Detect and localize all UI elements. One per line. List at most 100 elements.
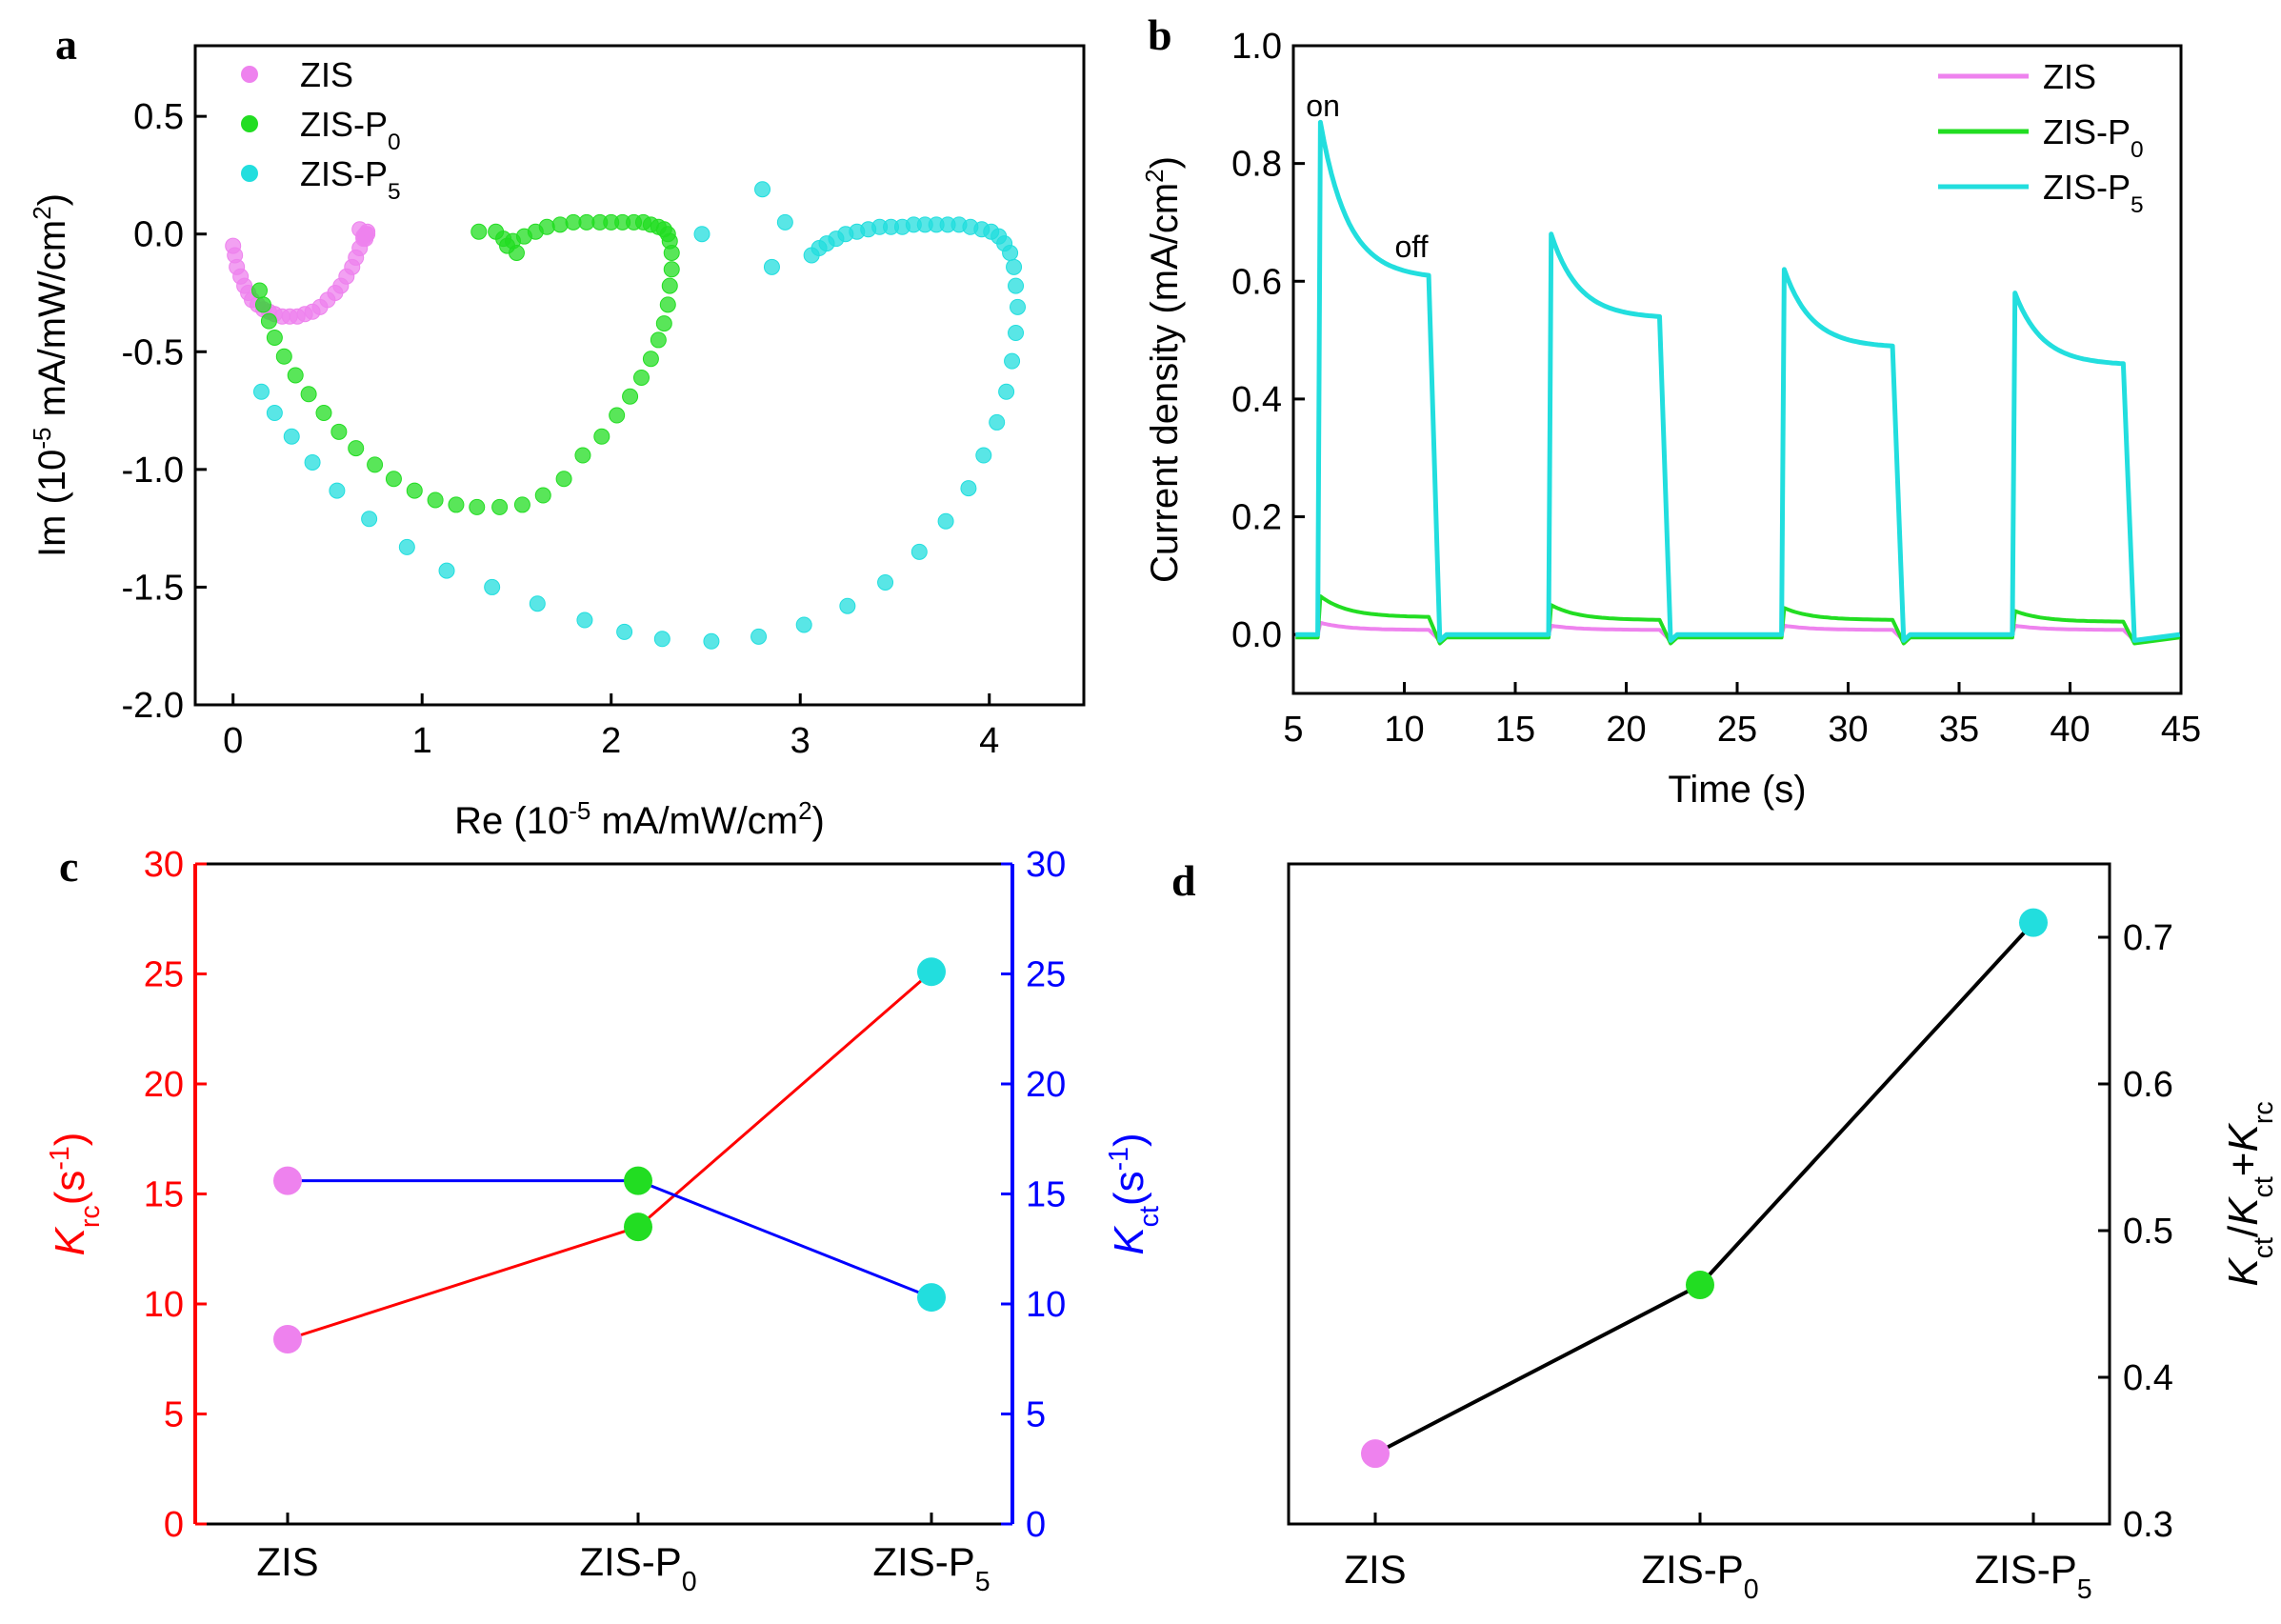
panel-b-x-axis-label: Time (s) — [1668, 769, 1806, 811]
panel-a-legend-label: ZIS-P5 — [300, 154, 401, 205]
panel-a-point-zis-p0 — [469, 498, 486, 515]
panel-b-ytick-label: 0.2 — [1231, 498, 1282, 538]
panel-c-ytick-label-left: 0 — [164, 1505, 184, 1545]
panel-d-category-label: ZIS — [1344, 1547, 1406, 1592]
panel-a-point-zis — [351, 221, 369, 238]
panel-c-ytick-label-right: 10 — [1026, 1285, 1066, 1325]
panel-b-y-axis-label: Current density (mA/cm2) — [1140, 156, 1186, 583]
panel-a-point-zis-p0 — [315, 405, 332, 422]
panel-d-ytick-label: 0.6 — [2123, 1065, 2173, 1105]
panel-a-point-zis-p5 — [438, 562, 455, 579]
panel-label-c: c — [59, 842, 78, 891]
panel-c-point-krc — [273, 1324, 302, 1353]
panel-a-point-zis-p5 — [703, 632, 720, 650]
panel-a-point-zis-p0 — [609, 407, 626, 424]
panel-c-point-krc — [624, 1213, 652, 1242]
panel-a-legend-marker — [241, 165, 258, 182]
panel-d-point — [1686, 1270, 1714, 1299]
panel-a-nyquist-plot: 0 1 2 3 4 -2.0 -1.5 -1.0 -0.5 0.0 0.5 Re (10-5 mA/m… — [28, 44, 1086, 842]
panel-a-point-zis-p5 — [989, 413, 1006, 431]
panel-a-point-zis-p0 — [650, 331, 667, 349]
panel-c-point-kct — [917, 1283, 946, 1313]
panel-a-point-zis-p0 — [250, 282, 268, 299]
panel-a-point-zis-p0 — [254, 296, 271, 313]
panel-b-ytick-label: 0.8 — [1231, 145, 1282, 185]
panel-a-point-zis-p5 — [1004, 352, 1021, 370]
panel-a-frame — [193, 44, 1086, 707]
panel-b-legend-label: ZIS-P5 — [2043, 168, 2144, 218]
panel-b-xtick-label: 20 — [1606, 710, 1646, 750]
panel-c-category-label: ZIS-P5 — [872, 1539, 990, 1597]
panel-c-point-kct — [624, 1166, 652, 1195]
panel-b-xtick-label: 15 — [1495, 710, 1535, 750]
panel-d-point — [1361, 1439, 1390, 1469]
panel-d-category-label: ZIS-P0 — [1641, 1547, 1758, 1605]
panel-a-point-zis-p0 — [491, 498, 509, 515]
panel-a-point-zis-p5 — [839, 597, 856, 614]
panel-a-point-zis-p0 — [287, 367, 304, 384]
panel-b-legend-label: ZIS-P0 — [2043, 112, 2144, 163]
panel-a-point-zis-p5 — [576, 612, 593, 629]
panel-a-xtick-label: 1 — [412, 721, 432, 761]
panel-d-point — [2019, 908, 2048, 937]
panel-a-point-zis-p5 — [975, 447, 992, 464]
panel-b-legend-label: ZIS — [2043, 57, 2096, 96]
panel-a-point-zis-p5 — [998, 383, 1015, 400]
panel-a-ytick-label: -2.0 — [122, 686, 184, 726]
panel-a-point-zis-p0 — [551, 216, 569, 233]
panel-a-point-zis-p0 — [275, 348, 292, 365]
panel-a-point-zis-p5 — [693, 226, 710, 243]
panel-a-xtick-label: 3 — [790, 721, 810, 761]
panel-a-xtick-label: 2 — [601, 721, 621, 761]
panel-a-point-zis-p0 — [470, 223, 488, 240]
panel-a-point-zis-p5 — [750, 628, 768, 645]
panel-a-point-zis-p0 — [574, 447, 591, 464]
panel-c-ytick-label-left: 30 — [144, 845, 184, 885]
panel-c-ytick-label-left: 10 — [144, 1285, 184, 1325]
panel-a-y-axis-label: Im (10-5 mA/mW/cm2) — [28, 193, 73, 557]
panel-a-ytick-label: 0.5 — [133, 97, 184, 137]
panel-a-point-zis-p0 — [266, 329, 283, 346]
panel-a-point-zis-p0 — [330, 423, 348, 440]
panel-a-point-zis-p5 — [763, 258, 780, 275]
panel-a-point-zis-p5 — [776, 213, 793, 231]
panel-a-ytick-label: -0.5 — [122, 332, 184, 372]
panel-a-point-zis-p0 — [367, 456, 384, 473]
panel-a-point-zis-p0 — [488, 223, 505, 240]
panel-a-point-zis-p0 — [642, 351, 659, 368]
panel-c-ytick-label-left: 5 — [164, 1395, 184, 1435]
panel-b-photocurrent-plot: 5 10 15 20 25 30 35 40 45 0.0 0.2 0.4 0.6 0.8 1.0 Time … — [1140, 27, 2201, 811]
panel-a-point-zis-p5 — [754, 181, 771, 198]
panel-b-ytick-label: 0.0 — [1231, 615, 1282, 655]
panel-a-point-zis-p5 — [653, 631, 670, 648]
panel-a-point-zis-p0 — [663, 261, 680, 278]
panel-b-xtick-label: 30 — [1828, 710, 1868, 750]
panel-a-legend-label: ZIS — [300, 55, 353, 94]
panel-a-point-zis-p0 — [448, 496, 465, 513]
panel-c-ytick-label-right: 5 — [1026, 1395, 1046, 1435]
panel-label-b: b — [1148, 10, 1172, 59]
panel-a-ytick-label: 0.0 — [133, 215, 184, 255]
panel-d-line — [1374, 921, 2035, 1455]
panel-a-point-zis-p0 — [260, 312, 277, 330]
panel-a-legend-marker — [241, 66, 258, 83]
panel-d-y-axis-label: Kct/Kct+Krc — [2220, 1101, 2279, 1286]
panel-a-point-zis-p0 — [655, 315, 672, 332]
panel-a-point-zis-p0 — [427, 491, 444, 509]
panel-a-xtick-label: 0 — [223, 721, 243, 761]
panel-a-point-zis-p0 — [632, 369, 650, 386]
panel-d-ytick-label: 0.5 — [2123, 1212, 2173, 1252]
panel-a-point-zis-p5 — [616, 623, 633, 640]
panel-b-line-zis-p5 — [1295, 119, 2181, 643]
panel-b-ytick-label: 0.6 — [1231, 262, 1282, 302]
panel-b-xtick-label: 35 — [1939, 710, 1979, 750]
panel-a-point-zis-p0 — [622, 388, 639, 405]
panel-a-point-zis-p5 — [252, 383, 270, 400]
panel-b-xtick-label: 40 — [2050, 710, 2090, 750]
panel-a-point-zis-p0 — [661, 277, 678, 294]
panel-c-ytick-label-right: 0 — [1026, 1505, 1046, 1545]
panel-a-point-zis-p0 — [534, 487, 551, 504]
panel-a-point-zis-p5 — [795, 616, 812, 633]
panel-a-ytick-label: -1.5 — [122, 568, 184, 608]
panel-a-point-zis-p5 — [1006, 258, 1023, 275]
